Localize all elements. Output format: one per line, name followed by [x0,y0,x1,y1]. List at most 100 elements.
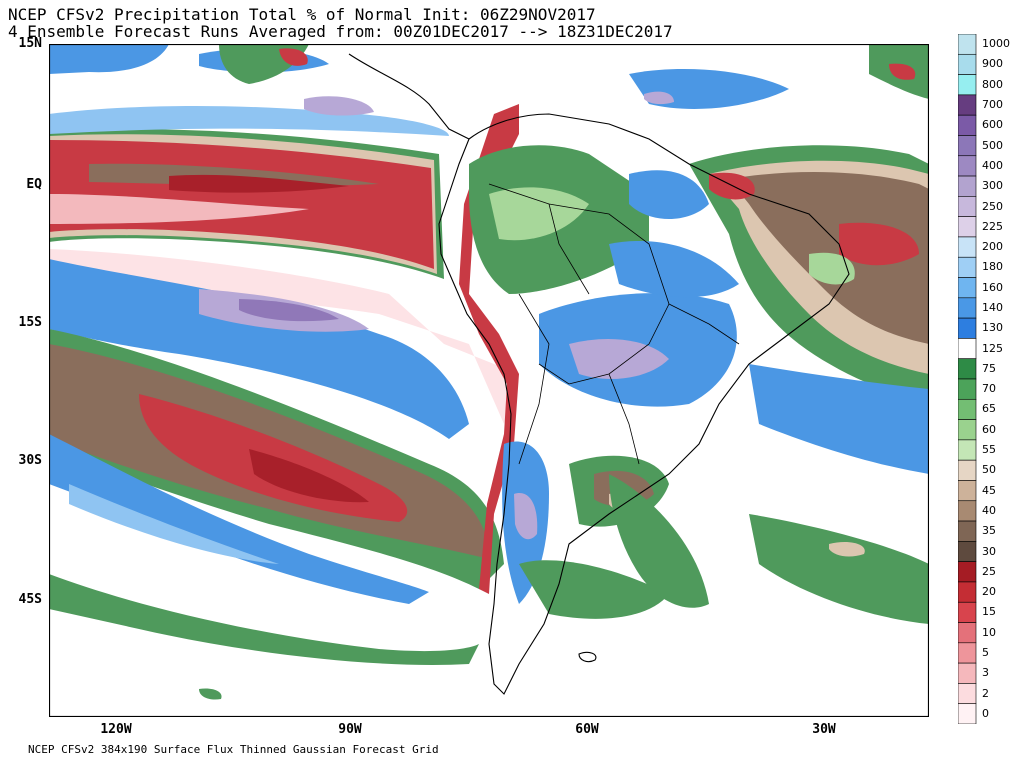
lat-label-15n: 15N [18,36,42,51]
colorbar-label: 10 [982,625,996,639]
colorbar-label: 5 [982,646,989,659]
colorbar-swatch [958,581,977,603]
colorbar-label: 800 [982,77,1003,91]
atlantic-tan-dot [829,542,865,557]
south-pacific-green-islet [199,688,222,700]
south-purple-core [239,299,339,322]
colorbar-swatch [958,703,977,724]
colorbar-swatch [958,216,977,238]
colorbar-label: 75 [982,361,996,375]
patagonia-green [519,560,669,619]
grid-info-footer: NCEP CFSv2 384x190 Surface Flux Thinned … [28,743,439,756]
se-pacific-darkred-core [249,449,369,503]
equatorial-brown-streak [89,163,379,186]
south-blue-band [49,259,469,439]
amazon-light-green [489,187,589,241]
colorbar-swatch [958,520,977,542]
lon-label-90w: 90W [338,722,362,737]
colorbar-swatch [958,256,977,278]
country-borders [488,183,740,465]
south-atlantic-green [609,474,709,608]
colorbar-swatch [958,480,977,502]
far-south-green-streak [49,574,479,665]
colorbar-label: 225 [982,219,1003,233]
far-south-blue-band [49,434,429,604]
colorbar-swatch [958,114,977,136]
coastlines [348,53,850,695]
north-lavender-patch [304,96,374,116]
colorbar-swatch [958,419,977,441]
colorbar-swatch [958,236,977,258]
colorbar-label: 25 [982,564,996,578]
colorbar-label: 400 [982,158,1003,172]
colorbar-swatch [958,196,977,217]
colorbar-label: 60 [982,422,996,436]
falklands-outline [578,651,597,663]
colorbar-label: 35 [982,524,996,538]
colorbar-label: 40 [982,503,996,517]
colorbar-swatch [958,277,977,299]
colorbar-label: 140 [982,301,1003,314]
colorbar-swatch [958,398,977,420]
atlantic-blue [749,364,929,474]
lat-label-30s: 30S [18,453,42,468]
colorbar-label: 45 [982,483,996,497]
central-america-coast [348,53,470,140]
colorbar-swatch [958,94,977,116]
central-sa-lavender [569,339,669,379]
colorbar-swatch [958,358,977,380]
colorbar-swatch [958,683,977,704]
colorbar-label: 600 [982,118,1003,132]
colorbar-swatch [958,175,977,197]
colorbar-swatch [958,53,977,75]
colorbar-swatch [958,561,977,583]
colorbar-label: 2 [982,686,989,700]
chart-title: NCEP CFSv2 Precipitation Total % of Norm… [8,5,596,24]
colorbar-label: 125 [982,341,1003,355]
top-blue-blob [49,44,169,74]
colorbar-swatch [958,317,977,339]
colorbar-swatch [958,338,977,360]
colorbar-label: 15 [982,605,996,619]
colorbar-swatch [958,601,977,623]
colorbar-label: 65 [982,402,996,416]
colorbar-label: 700 [982,98,1003,111]
colorbar-swatch [958,34,977,55]
colorbar-label: 3 [982,666,989,680]
chart-subtitle: 4 Ensemble Forecast Runs Averaged from: … [8,22,673,41]
north-red-dot [889,63,916,80]
colorbar-swatch [958,439,977,461]
colorbar-label: 250 [982,199,1003,213]
colorbar-label: 70 [982,382,996,396]
colorbar-swatch [958,622,977,644]
ne-brazil-light-green [809,252,855,285]
lon-label-120w: 120W [100,722,132,737]
colorbar-swatch [958,642,977,664]
colorbar-label: 900 [982,57,1003,71]
atlantic-green-streak [749,514,929,624]
colorbar-label: 1000 [982,37,1010,51]
colorbar-label: 20 [982,585,996,599]
colorbar-swatch [958,378,977,400]
colorbar-swatch [958,155,977,177]
pink-plume [49,249,519,424]
lon-label-30w: 30W [812,722,836,737]
colorbar-label: 160 [982,280,1003,294]
colorbar-label: 0 [982,706,989,720]
caribbean-lavender [644,91,674,105]
equatorial-pink-core [49,194,309,224]
brazil-blue-patch [629,170,709,219]
lat-label-15s: 15S [18,315,42,330]
colorbar-label: 300 [982,179,1003,193]
colorbar-swatch [958,297,977,319]
colorbar-label: 130 [982,321,1003,335]
colorbar-label: 200 [982,240,1003,254]
colorbar-label: 500 [982,138,1003,152]
colorbar-swatch [958,135,977,157]
colorbar-label: 180 [982,260,1003,274]
colorbar-label: 30 [982,544,996,558]
colorbar-label: 55 [982,443,996,456]
colorbar-swatch [958,500,977,522]
lat-label-eq: EQ [26,177,42,192]
colorbar-swatch [958,74,977,96]
